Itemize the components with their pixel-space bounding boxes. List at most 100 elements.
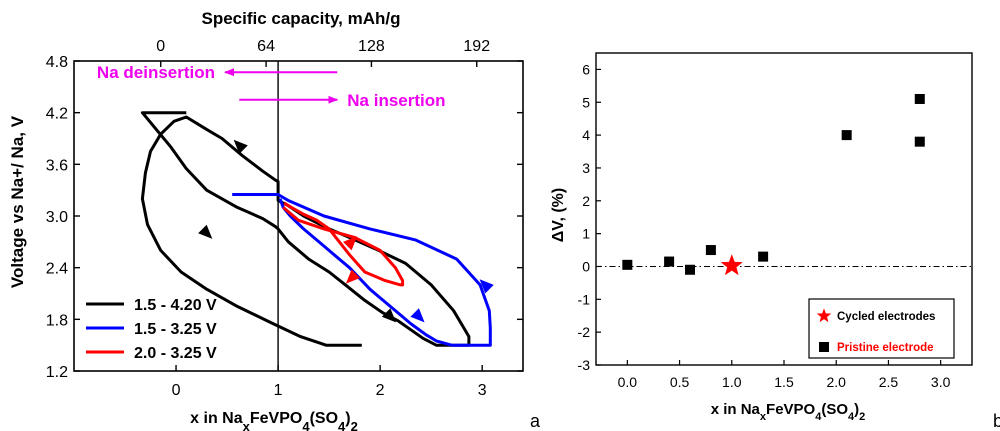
axis-title-part: x [760, 411, 767, 423]
x-tick-label: 0.5 [670, 374, 690, 390]
x-tick-label: 1.0 [722, 374, 742, 390]
y-tick-label: 2.4 [46, 261, 68, 278]
data-point-square [758, 251, 769, 262]
direction-arrow [198, 224, 213, 239]
x-axis-title: x in NaxFeVPO4(SO4)2 [711, 401, 866, 423]
x-tick-label: 0.0 [618, 374, 638, 390]
direction-arrow [479, 279, 494, 294]
axis-title-part: 4 [848, 411, 855, 423]
plot-frame [73, 60, 524, 372]
annotations: Na deinsertion Na insertion [97, 63, 446, 110]
x-tick-label: 2 [376, 382, 385, 399]
axis-title-part: 4 [302, 419, 310, 431]
top-axis-ticks: 0 64 128 192 [156, 38, 490, 67]
axis-title-part: x in Na [190, 410, 243, 427]
x-tick-label: 3 [478, 382, 487, 399]
plot-frame [595, 52, 973, 366]
axis-title-part: FeVPO [250, 410, 302, 427]
y-tick-label: 2 [582, 193, 590, 209]
axis-title-part: x [243, 419, 251, 431]
y-axis-title: Voltage vs Na+/ Na, V [8, 115, 27, 288]
y-tick-label: 4.2 [46, 106, 68, 123]
x-tick-label: 2.5 [879, 374, 899, 390]
y-axis-ticks: -3 -2 -1 0 1 2 3 4 5 6 [578, 61, 601, 373]
data-point-square [685, 264, 695, 275]
y-tick-label: 3 [582, 160, 590, 176]
panel-letter: b [993, 411, 1000, 431]
y-tick-label: 3.0 [46, 209, 68, 226]
y-tick-label: 1 [582, 226, 590, 242]
axis-title-part: (SO [821, 401, 848, 418]
legend-marker-square [819, 342, 829, 352]
y-tick-label: 1.8 [46, 312, 68, 329]
direction-arrow [343, 236, 358, 251]
data-point-square [622, 259, 633, 270]
x-axis-ticks: 0 1 2 3 [172, 365, 487, 399]
y-tick-label: 4 [582, 127, 590, 143]
x-tick-label: 2.0 [826, 374, 846, 390]
data-point-square [914, 136, 925, 147]
legend-label: Pristine electrode [837, 342, 934, 354]
direction-arrow [410, 308, 425, 323]
axis-title-part: (SO [310, 410, 338, 427]
plot-border [73, 60, 524, 372]
x-tick-label: 3.0 [931, 374, 951, 390]
y-tick-label: 1.2 [46, 364, 68, 381]
data-points [622, 93, 925, 276]
y-tick-label: 4.8 [46, 54, 68, 71]
data-point-square [841, 130, 852, 141]
axis-title-part: 2 [859, 411, 865, 423]
legend-label: 1.5 - 4.20 V [134, 297, 217, 314]
series-line [282, 201, 405, 287]
legend: 1.5 - 4.20 V 1.5 - 3.25 V 2.0 - 3.25 V [86, 297, 217, 362]
y-tick-label: 5 [582, 94, 590, 110]
legend-label: 1.5 - 3.25 V [134, 321, 217, 338]
direction-arrow [233, 139, 248, 154]
top-tick-label: 64 [257, 38, 275, 55]
annotation-label: Na insertion [347, 91, 445, 110]
panel-letter: a [530, 411, 541, 431]
y-tick-label: 0 [582, 258, 590, 274]
data-point-star [720, 254, 743, 276]
legend-box [808, 298, 955, 359]
panel-a: Specific capacity, mAh/g 0 64 128 192 Volta… [8, 9, 541, 431]
top-tick-label: 0 [156, 38, 165, 55]
x-axis-ticks: 0.0 0.5 1.0 1.5 2.0 2.5 3.0 [618, 360, 951, 390]
axis-title-part: 4 [338, 419, 346, 431]
axis-title-part: ) [854, 401, 859, 418]
axis-title-part: 4 [815, 411, 822, 423]
legend-label: 2.0 - 3.25 V [134, 345, 217, 362]
legend: Cycled electrodes Pristine electrode [808, 298, 955, 359]
x-tick-label: 1 [274, 382, 283, 399]
annotation-label: Na deinsertion [97, 63, 215, 82]
direction-arrow [345, 269, 361, 284]
top-axis-title: Specific capacity, mAh/g [201, 9, 400, 28]
x-tick-label: 1.5 [774, 374, 794, 390]
axis-title-part: FeVPO [766, 401, 816, 418]
series-line [232, 193, 492, 347]
legend-label: Cycled electrodes [837, 311, 935, 323]
y-tick-label: 6 [582, 61, 590, 77]
axis-title-part: x in Na [711, 401, 761, 418]
panel-b: ΔV, (%) -3 -2 -1 0 1 2 3 4 5 6 0.0 0.5 1.0 1.5 2.0 2.5… [550, 52, 1000, 431]
data-point-square [914, 93, 925, 104]
top-tick-label: 192 [463, 38, 490, 55]
x-axis-title: x in NaxFeVPO4(SO4)2 [190, 410, 358, 431]
direction-arrow [381, 308, 396, 323]
axis-title-part: 2 [351, 419, 358, 431]
y-tick-label: 3.6 [46, 157, 68, 174]
data-point-square [705, 245, 716, 256]
plot-border [595, 52, 973, 366]
y-tick-label: -3 [578, 357, 591, 373]
y-axis-title: ΔV, (%) [550, 188, 567, 242]
x-tick-label: 0 [172, 382, 181, 399]
legend-marker-star [816, 308, 832, 323]
y-axis-ticks: 1.2 1.8 2.4 3.0 3.6 4.2 4.8 [46, 54, 523, 381]
top-tick-label: 128 [358, 38, 385, 55]
series-line [140, 111, 471, 347]
y-tick-label: -2 [578, 324, 591, 340]
axis-title-part: ) [345, 410, 350, 427]
series-group [140, 111, 494, 347]
y-tick-label: -1 [578, 291, 591, 307]
